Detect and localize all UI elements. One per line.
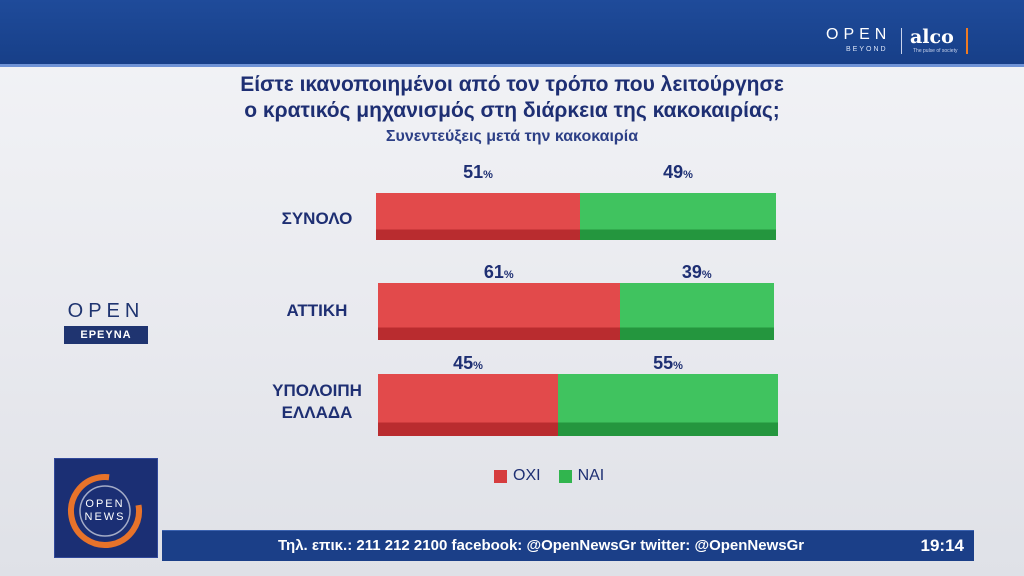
alco-logo: alco	[910, 26, 954, 48]
bar-oxi-ypoloipi	[378, 374, 558, 436]
bar-nai-attiki	[619, 283, 774, 340]
logo-divider	[901, 28, 902, 54]
value-label-oxi-ypoloipi: 45%	[453, 353, 483, 373]
news-logo-news-text: NEWS	[85, 511, 126, 523]
bar-nai-ypoloipi	[558, 374, 778, 436]
row-label-ypoloipi-line2: ΕΛΛΑΔΑ	[281, 403, 353, 422]
legend-item-nai: ΝΑΙ	[558, 467, 605, 485]
chart-title-line1: Είστε ικανοποιημένοι από τον τρόπο που λ…	[240, 73, 784, 96]
news-ticker: Τηλ. επικ.: 211 212 2100 facebook: @Open…	[162, 530, 974, 561]
bar-oxi-attiki	[378, 283, 620, 340]
clock-time: 19:14	[920, 536, 964, 555]
row-label-synolo: ΣΥΝΟΛΟ	[281, 209, 353, 228]
open-ereyna-logo: OPEN ΕΡΕΥΝΑ	[64, 300, 148, 344]
open-beyond-logo: OPEN	[826, 26, 892, 43]
value-label-nai-ypoloipi: 55%	[653, 353, 683, 373]
value-label-nai-attiki: 39%	[681, 262, 712, 282]
open-ereyna-box: ΕΡΕΥΝΑ	[64, 326, 148, 344]
value-label-oxi-attiki: 61%	[483, 262, 514, 282]
value-label-oxi-synolo: 51%	[463, 162, 493, 182]
top-bar: OPEN BEYOND alco The pulse of society	[0, 0, 1024, 67]
open-ereyna-open-text: OPEN	[67, 300, 145, 322]
bar-nai-synolo	[580, 193, 776, 240]
ticker-text: Τηλ. επικ.: 211 212 2100 facebook: @Open…	[278, 537, 805, 554]
chart-legend: ΟΧΙ ΝΑΙ	[494, 467, 622, 485]
open-news-ring-icon: OPEN NEWS	[68, 474, 142, 548]
legend-item-oxi: ΟΧΙ	[494, 467, 541, 485]
chart-subtitle: Συνεντεύξεις μετά την κακοκαιρία	[385, 128, 639, 145]
legend-label-oxi: ΟΧΙ	[513, 467, 541, 484]
row-label-ypoloipi-line1: ΥΠΟΛΟΙΠΗ	[272, 381, 362, 400]
open-news-logo: OPEN NEWS	[54, 458, 158, 558]
legend-label-nai: ΝΑΙ	[577, 467, 605, 484]
chart-title-line2: ο κρατικός μηχανισμός στη διάρκεια της κ…	[244, 99, 780, 122]
legend-swatch-nai	[558, 469, 572, 483]
row-label-ypoloipi: ΥΠΟΛΟΙΠΗ ΕΛΛΑΔΑ	[237, 380, 397, 424]
news-logo-open-text: OPEN	[85, 498, 124, 510]
orange-accent	[966, 28, 968, 54]
alco-tagline: The pulse of society	[913, 48, 958, 54]
legend-swatch-oxi	[494, 469, 507, 483]
beyond-text: BEYOND	[846, 46, 888, 53]
value-label-nai-synolo: 49%	[663, 162, 693, 182]
bar-oxi-synolo	[376, 193, 580, 240]
row-label-attiki: ΑΤΤΙΚΗ	[286, 301, 348, 320]
